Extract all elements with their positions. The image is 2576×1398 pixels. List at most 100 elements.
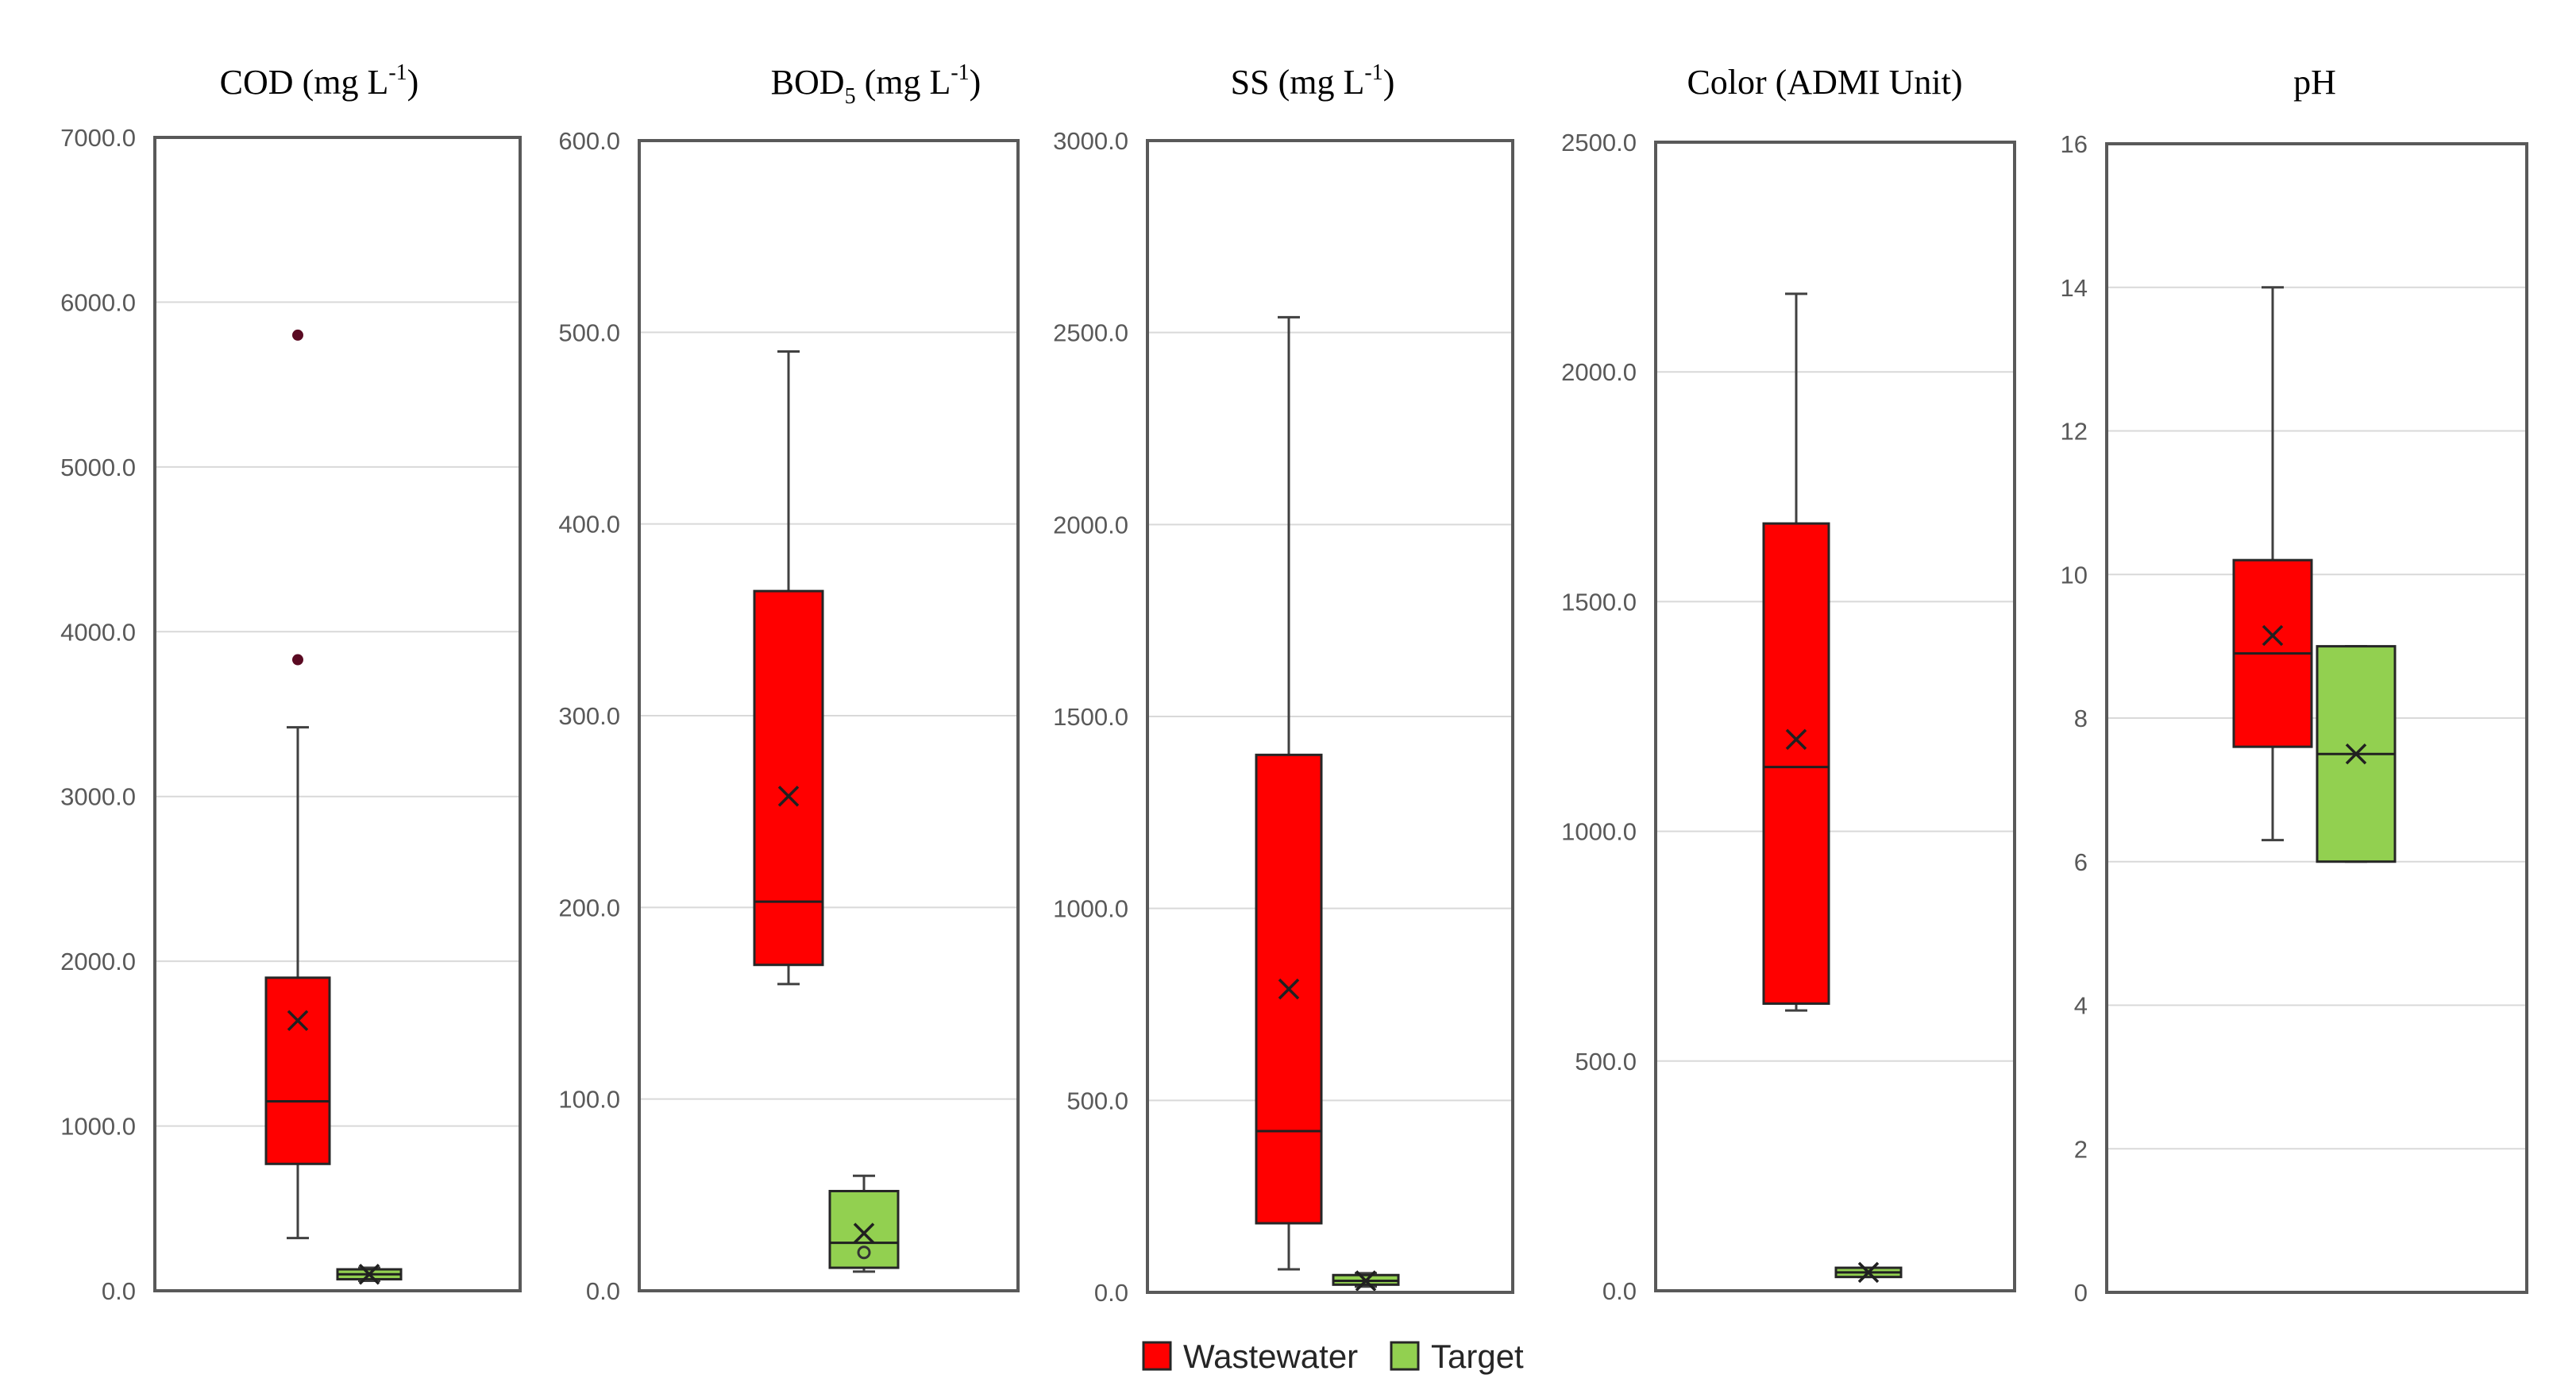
legend-item: Target bbox=[1390, 1338, 1524, 1375]
y-tick-label: 100.0 bbox=[558, 1086, 620, 1114]
y-tick-label: 7000.0 bbox=[60, 124, 136, 152]
title-main: SS (mg L bbox=[1231, 63, 1365, 102]
title-superscript: -1 bbox=[951, 60, 969, 85]
outlier-point bbox=[292, 329, 303, 341]
outlier-point bbox=[292, 654, 303, 666]
legend-swatch bbox=[1390, 1341, 1420, 1371]
y-tick-label: 1000.0 bbox=[60, 1113, 136, 1141]
title-subscript: 5 bbox=[845, 84, 856, 109]
y-tick-label: 6000.0 bbox=[60, 288, 136, 316]
title-main: pH bbox=[2293, 63, 2336, 102]
y-tick-label: 1500.0 bbox=[1053, 703, 1128, 731]
y-tick-label: 2000.0 bbox=[1053, 511, 1128, 539]
y-tick-label: 4 bbox=[2074, 992, 2088, 1020]
mean-marker bbox=[358, 1264, 380, 1285]
y-tick-label: 600.0 bbox=[558, 127, 620, 155]
plot-frame bbox=[1146, 139, 1514, 1294]
y-tick-label: 0.0 bbox=[1602, 1277, 1637, 1305]
y-tick-label: 3000.0 bbox=[60, 783, 136, 811]
mean-marker bbox=[1785, 728, 1807, 751]
y-tick-label: 14 bbox=[2061, 274, 2088, 302]
mean-marker bbox=[777, 786, 800, 807]
plot-frame bbox=[2105, 142, 2528, 1294]
iqr-box bbox=[1255, 753, 1323, 1225]
y-tick-label: 2000.0 bbox=[1561, 358, 1637, 386]
panel-title: Color (ADMI Unit) bbox=[1687, 63, 1962, 102]
title-mid: (mg L bbox=[856, 63, 951, 102]
plot-frame bbox=[638, 139, 1020, 1292]
y-tick-label: 1000.0 bbox=[1053, 895, 1128, 923]
iqr-box bbox=[264, 976, 331, 1165]
y-tick-label: 1500.0 bbox=[1561, 588, 1637, 616]
y-tick-label: 8 bbox=[2074, 705, 2088, 732]
box-wastewater bbox=[1255, 315, 1323, 1271]
y-tick-label: 5000.0 bbox=[60, 454, 136, 481]
panel-2: BOD5 (mg L-1) 0.0 100.0 200.0 300.0 400.0 500.… bbox=[558, 60, 1020, 1305]
y-tick-label: 2500.0 bbox=[1053, 319, 1128, 347]
outlier-point bbox=[857, 1245, 871, 1260]
y-tick-label: 0.0 bbox=[1094, 1279, 1128, 1307]
mean-marker bbox=[853, 1222, 875, 1244]
panel-title: BOD5 (mg L-1) bbox=[771, 60, 981, 109]
title-main: Color (ADMI Unit) bbox=[1687, 63, 1962, 102]
legend-label: Target bbox=[1431, 1338, 1524, 1375]
title-end: ) bbox=[407, 63, 419, 102]
legend: Wastewater Target bbox=[1142, 1338, 1524, 1375]
y-tick-label: 4000.0 bbox=[60, 618, 136, 646]
y-tick-label: 2500.0 bbox=[1561, 129, 1637, 156]
y-tick-label: 500.0 bbox=[1066, 1087, 1128, 1114]
box-wastewater bbox=[1762, 292, 1830, 1012]
y-tick-label: 0 bbox=[2074, 1279, 2088, 1307]
panel-1: COD (mg L-1) 0.0 1000.0 2000.0 3000.0 4000.0 5… bbox=[60, 60, 522, 1305]
legend-label: Wastewater bbox=[1183, 1338, 1358, 1375]
y-tick-label: 6 bbox=[2074, 848, 2088, 876]
panel-3: SS (mg L-1) 0.0 500.0 1000.0 1500.0 2000.0 250… bbox=[1053, 60, 1514, 1307]
box-wastewater bbox=[753, 350, 824, 986]
box-target bbox=[2316, 645, 2397, 863]
iqr-box bbox=[1762, 522, 1830, 1005]
box-target bbox=[828, 1174, 900, 1273]
mean-marker bbox=[2345, 743, 2367, 765]
plot-frame bbox=[1654, 141, 2016, 1292]
iqr-box bbox=[828, 1190, 900, 1269]
box-target bbox=[336, 1264, 403, 1285]
title-end: ) bbox=[1383, 63, 1395, 102]
y-tick-label: 2000.0 bbox=[60, 948, 136, 975]
mean-marker bbox=[2262, 624, 2284, 647]
box-wastewater bbox=[264, 329, 331, 1240]
y-tick-label: 300.0 bbox=[558, 702, 620, 730]
title-superscript: -1 bbox=[1364, 60, 1382, 85]
box-wastewater bbox=[2232, 286, 2313, 842]
panel-title: COD (mg L-1) bbox=[220, 60, 419, 102]
panel-4: Color (ADMI Unit) 0.0 500.0 1000.0 1500.0 200… bbox=[1561, 63, 2016, 1305]
mean-marker bbox=[1278, 978, 1300, 1000]
y-tick-label: 200.0 bbox=[558, 894, 620, 921]
y-tick-label: 400.0 bbox=[558, 511, 620, 539]
y-tick-label: 16 bbox=[2061, 130, 2088, 158]
panel-title: pH bbox=[2293, 63, 2336, 102]
y-tick-label: 500.0 bbox=[1575, 1048, 1637, 1076]
box-target bbox=[1332, 1270, 1400, 1292]
y-tick-label: 10 bbox=[2061, 561, 2088, 589]
y-tick-label: 500.0 bbox=[558, 319, 620, 346]
y-tick-label: 12 bbox=[2061, 418, 2088, 446]
title-superscript: -1 bbox=[388, 60, 407, 85]
y-tick-label: 0.0 bbox=[102, 1277, 136, 1305]
title-main: COD (mg L bbox=[220, 63, 389, 102]
y-tick-label: 2 bbox=[2074, 1135, 2088, 1163]
title-main: BOD bbox=[771, 63, 845, 102]
iqr-box bbox=[753, 589, 824, 967]
y-tick-label: 1000.0 bbox=[1561, 818, 1637, 846]
mean-marker bbox=[287, 1010, 309, 1032]
mean-marker bbox=[1857, 1261, 1880, 1284]
panel-title: SS (mg L-1) bbox=[1231, 60, 1395, 102]
mean-marker bbox=[1355, 1270, 1377, 1292]
legend-item: Wastewater bbox=[1142, 1338, 1358, 1375]
panel-5: pH 0 2 4 6 8 10 12 14 16 bbox=[2061, 63, 2528, 1307]
box-target bbox=[1834, 1261, 1903, 1284]
y-tick-label: 3000.0 bbox=[1053, 127, 1128, 155]
legend-swatch bbox=[1142, 1341, 1172, 1371]
title-end: ) bbox=[970, 63, 981, 102]
plot-frame bbox=[153, 136, 522, 1292]
